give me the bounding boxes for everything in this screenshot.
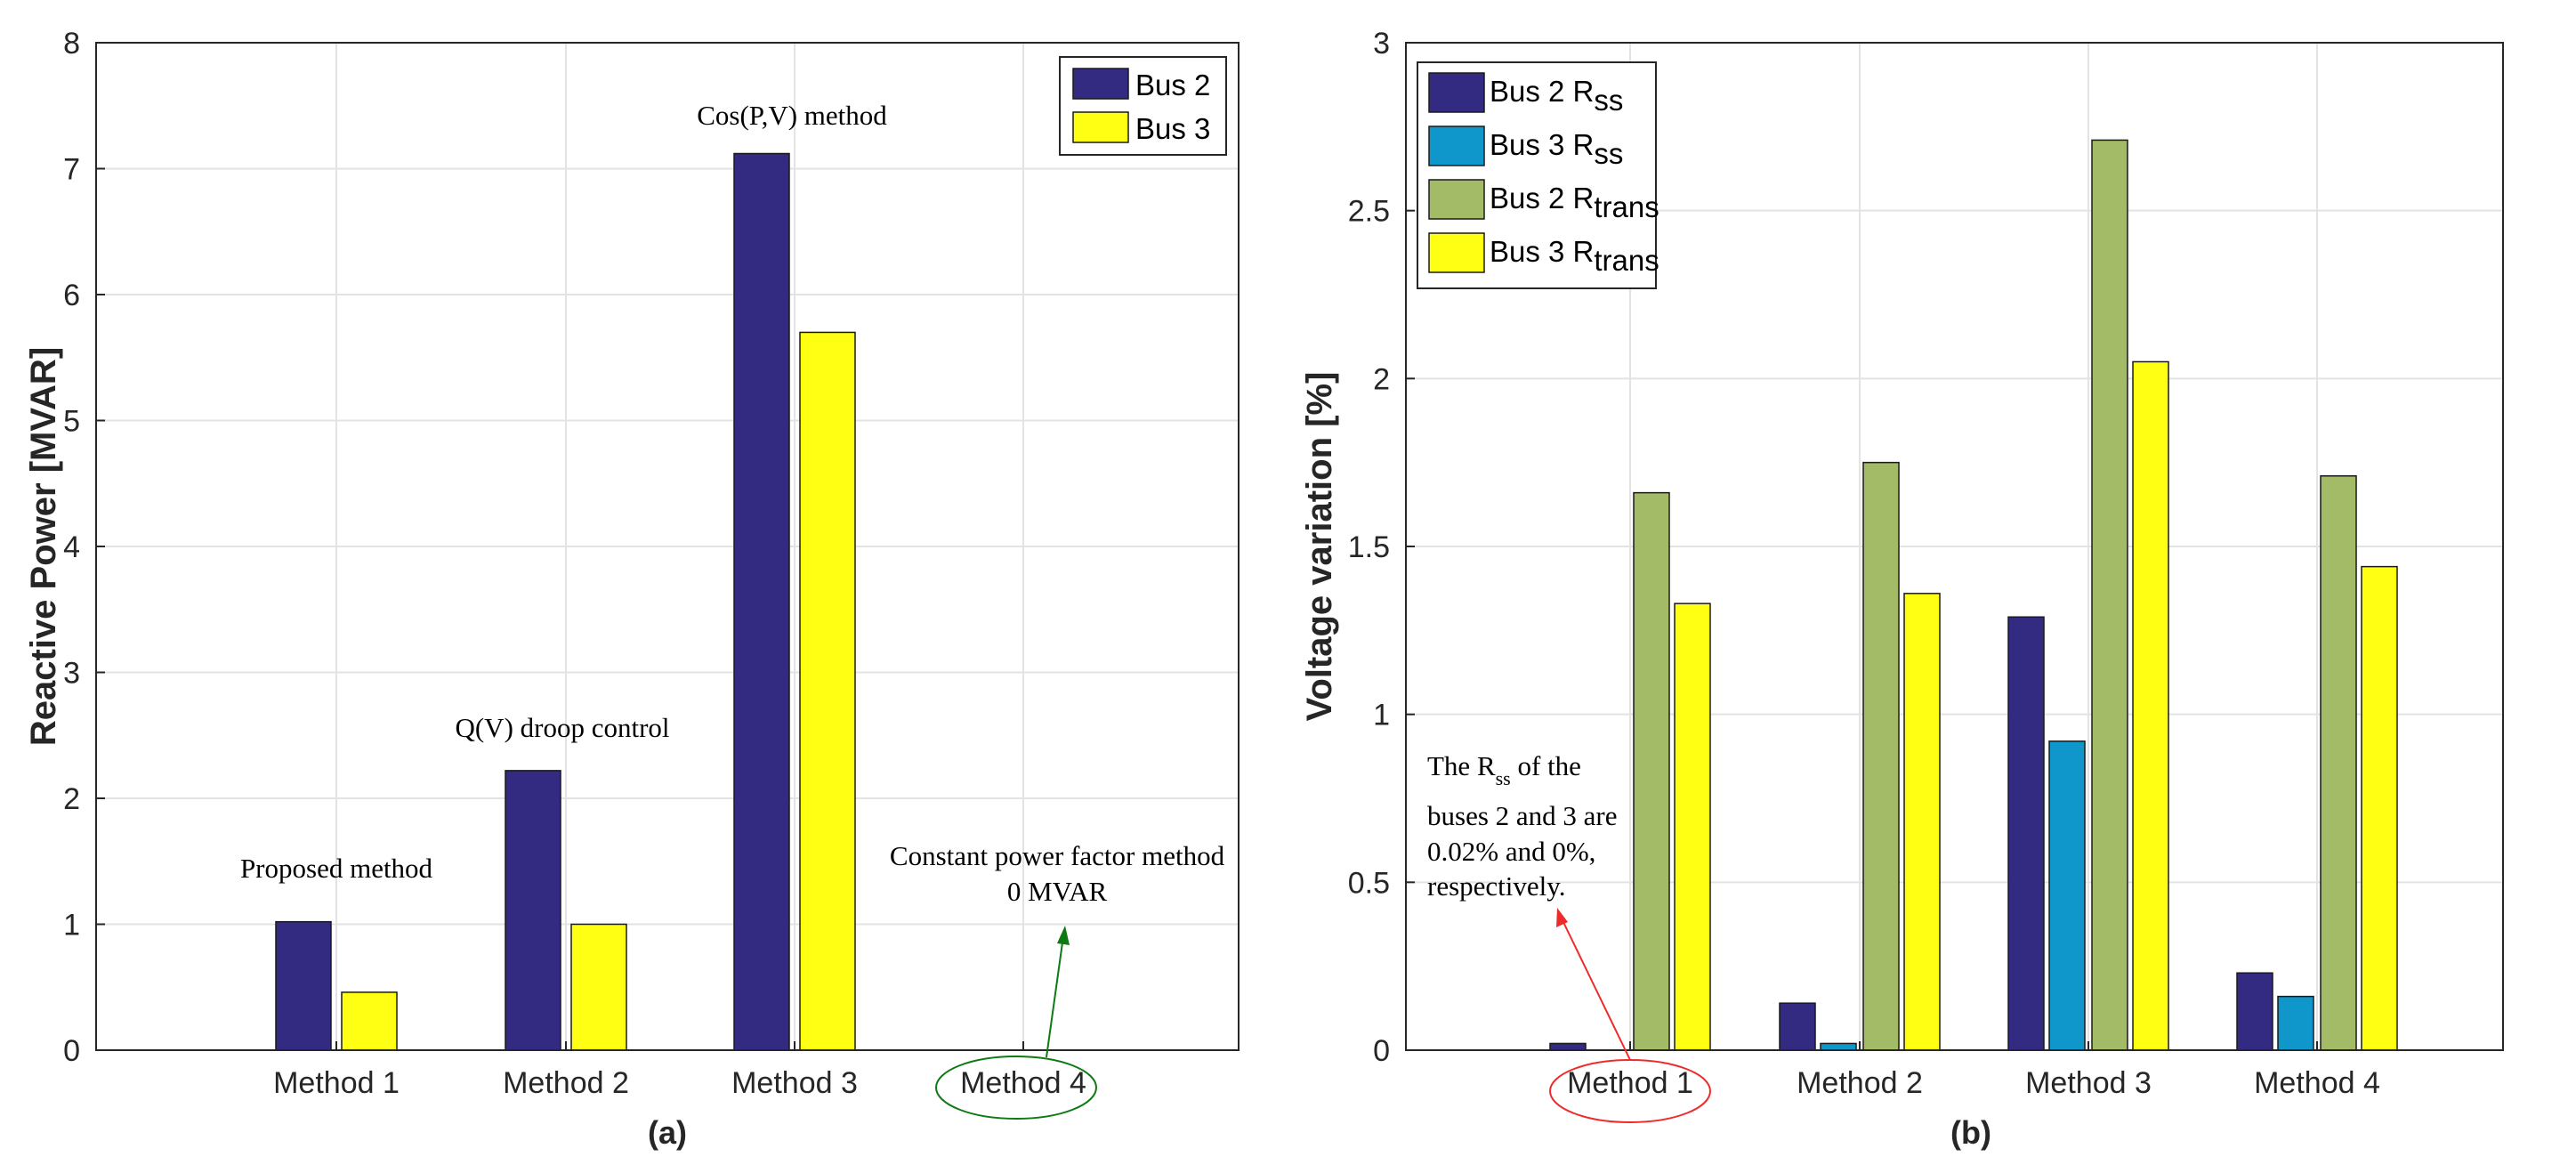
panel-a-x-ticks: Method 1 Method 2 Method 3 Method 4: [273, 1041, 1086, 1100]
legend-label-bus-3-rss-main: Bus 3 R: [1490, 128, 1594, 161]
legend-swatch-bus-3: [1072, 111, 1129, 143]
x-tick-label-method-2: Method 2: [503, 1066, 629, 1100]
y-tick-label: 5: [63, 405, 80, 439]
annotation-rss-line1-sub: ss: [1496, 767, 1511, 789]
x-tick-label-method-3: Method 3: [2025, 1066, 2152, 1100]
annotation-rss-line1: The Rss of the: [1427, 750, 1581, 789]
legend-label-bus-3-rss-sub: ss: [1594, 137, 1623, 170]
legend-swatch-bus-3-rtrans: [1428, 232, 1485, 273]
y-tick-label: 8: [63, 27, 80, 61]
legend-label-bus-2: Bus 2: [1135, 69, 1210, 101]
bar-bus-3-rtrans-method-1: [1674, 603, 1711, 1051]
y-tick-label: 0.5: [1348, 866, 1390, 900]
x-tick-label-method-2: Method 2: [1797, 1066, 1923, 1100]
annotation-arrowhead-constant-pf: [1057, 926, 1070, 945]
bar-bus-2-rss-method-1: [1549, 1042, 1587, 1051]
legend-swatch-bus-2-rtrans: [1428, 179, 1485, 220]
legend-label-bus-3-rtrans-main: Bus 3 R: [1490, 235, 1594, 268]
bar-bus-2-rtrans-method-3: [2091, 139, 2128, 1051]
legend-label-bus-2-rss-main: Bus 2 R: [1490, 75, 1594, 108]
bar-bus-2-rtrans-method-4: [2320, 475, 2357, 1051]
bar-bus-3-rss-method-4: [2277, 995, 2314, 1051]
bar-bus-2-rss-method-2: [1779, 1002, 1816, 1051]
y-tick-label: 0: [63, 1034, 80, 1068]
annotation-qv-droop: Q(V) droop control: [455, 712, 669, 743]
bar-bus-2-method-3: [733, 152, 790, 1051]
panel-a-legend: Bus 2 Bus 3: [1059, 56, 1227, 156]
y-tick-label: 2.5: [1348, 195, 1390, 229]
y-tick-label: 2: [63, 782, 80, 816]
y-tick-label: 3: [1373, 27, 1390, 61]
legend-label-bus-2-rtrans-main: Bus 2 R: [1490, 182, 1594, 214]
legend-swatch-bus-3-rss: [1428, 125, 1485, 166]
bar-bus-3-rtrans-method-2: [1903, 593, 1941, 1051]
bar-bus-2-rss-method-3: [2007, 616, 2045, 1051]
annotation-rss-line3: 0.02% and 0%,: [1427, 836, 1595, 867]
bar-bus-3-method-1: [341, 991, 398, 1051]
annotation-constant-pf-line1: Constant power factor method: [890, 840, 1225, 871]
bar-bus-3-method-2: [570, 923, 627, 1051]
method-4-highlight-ellipse: [935, 1056, 1097, 1120]
y-tick-label: 6: [63, 279, 80, 312]
panel-b-chart: 00.511.522.53 Method 1 Method 2 Method 3 Me…: [1300, 27, 2504, 1151]
y-tick-label: 2: [1373, 362, 1390, 396]
panel-b-legend: Bus 2 Rss Bus 3 Rss Bus 2 Rtrans Bus 3 R…: [1417, 61, 1659, 289]
panel-a-y-axis-label: Reactive Power [MVAR]: [24, 347, 63, 746]
legend-label-bus-2-rss-sub: ss: [1594, 84, 1623, 117]
legend-label-bus-3: Bus 3: [1135, 112, 1210, 145]
annotation-arrow-rss: [1561, 918, 1631, 1061]
annotation-arrow-constant-pf: [1046, 935, 1064, 1058]
legend-label-bus-2-rtrans-sub: trans: [1594, 190, 1659, 223]
panel-b-y-ticks: 0 0.5 1 1.5 2 2.5 3: [1348, 27, 1415, 1068]
panel-a-bars: [275, 152, 856, 1051]
bar-bus-2-rtrans-method-1: [1633, 491, 1670, 1051]
y-tick-label: 0: [1373, 1034, 1390, 1068]
bar-bus-2-method-1: [275, 920, 332, 1051]
legend-swatch-bus-2: [1072, 68, 1129, 100]
annotation-arrowhead-rss: [1556, 908, 1568, 927]
y-tick-label: 1.5: [1348, 530, 1390, 564]
x-tick-label-method-4: Method 4: [2254, 1066, 2380, 1100]
annotation-constant-pf-line2: 0 MVAR: [1007, 876, 1108, 907]
annotation-rss-line2: buses 2 and 3 are: [1427, 800, 1618, 831]
legend-label-bus-2-rtrans: Bus 2 Rtrans: [1490, 182, 1659, 223]
bar-bus-2-method-2: [505, 770, 561, 1051]
x-tick-label-method-1: Method 1: [273, 1066, 400, 1100]
bar-bus-3-rss-method-2: [1820, 1042, 1857, 1051]
annotation-rss-line4: respectively.: [1427, 870, 1566, 902]
x-tick-label-method-3: Method 3: [731, 1066, 858, 1100]
annotation-rss-line1-pre: The R: [1427, 750, 1496, 781]
bar-bus-3-method-3: [799, 331, 856, 1051]
bar-bus-3-rtrans-method-4: [2361, 565, 2398, 1051]
annotation-cos-pv: Cos(P,V) method: [697, 100, 887, 131]
y-tick-label: 1: [63, 909, 80, 942]
panel-b-y-axis-label: Voltage variation [%]: [1300, 372, 1339, 722]
y-tick-label: 1: [1373, 699, 1390, 732]
annotation-rss-line1-post: of the: [1511, 750, 1581, 781]
legend-label-bus-3-rss: Bus 3 Rss: [1490, 128, 1623, 170]
y-tick-label: 4: [63, 530, 80, 564]
legend-swatch-bus-2-rss: [1428, 72, 1485, 113]
panel-b-caption: (b): [1950, 1114, 1991, 1151]
y-tick-label: 3: [63, 657, 80, 691]
x-tick-label-method-4: Method 4: [960, 1066, 1086, 1100]
annotation-proposed-method: Proposed method: [240, 853, 433, 884]
panel-b-x-ticks: Method 1 Method 2 Method 3 Method 4: [1567, 1041, 2380, 1100]
bar-bus-3-rtrans-method-3: [2132, 360, 2169, 1051]
panel-b-bars: [1549, 139, 2398, 1051]
legend-label-bus-3-rtrans: Bus 3 Rtrans: [1490, 235, 1659, 277]
bar-bus-3-rss-method-3: [2048, 740, 2086, 1051]
y-tick-label: 7: [63, 153, 80, 187]
bar-bus-2-rtrans-method-2: [1862, 461, 1900, 1051]
panel-a-y-ticks: 0 1 2 3 4 5 6 7 8: [63, 27, 105, 1068]
legend-label-bus-3-rtrans-sub: trans: [1594, 244, 1659, 277]
panel-a-caption: (a): [648, 1114, 687, 1151]
x-tick-label-method-1: Method 1: [1567, 1066, 1693, 1100]
bar-bus-2-rss-method-4: [2236, 972, 2273, 1051]
legend-label-bus-2-rss: Bus 2 Rss: [1490, 75, 1623, 117]
